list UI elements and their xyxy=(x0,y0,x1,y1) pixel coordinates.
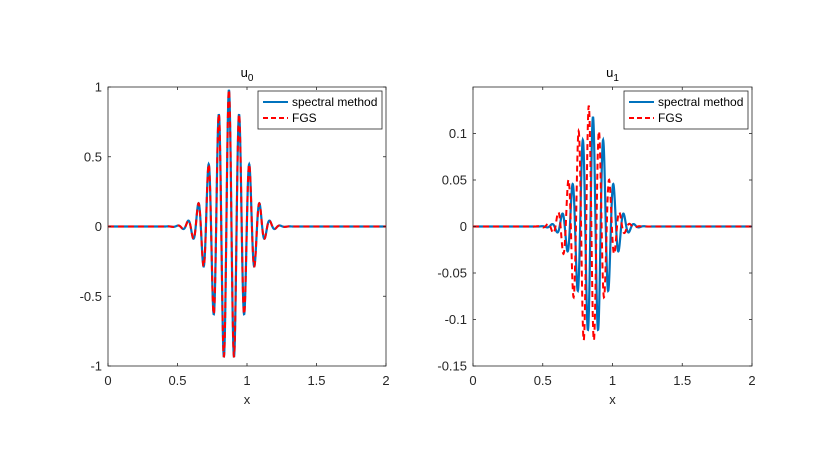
legend-u1: spectral method FGS xyxy=(623,90,749,130)
x-tick-label: 1.5 xyxy=(673,373,691,388)
y-tick-label: 0.1 xyxy=(449,126,467,141)
x-tick-label: 1.5 xyxy=(307,373,325,388)
y-tick-label: -0.15 xyxy=(437,359,467,374)
x-tick-label: 2 xyxy=(748,373,755,388)
legend-label-spectral-method: spectral method xyxy=(292,95,377,109)
x-tick-label: 0 xyxy=(104,373,111,388)
x-axis-label-u0: x xyxy=(244,392,251,407)
x-tick-label: 0 xyxy=(469,373,476,388)
y-tick-label: 0.05 xyxy=(442,173,467,188)
y-tick-label: 1 xyxy=(95,80,102,95)
legend-label-spectral-method: spectral method xyxy=(658,95,743,109)
y-tick-label: -1 xyxy=(90,359,102,374)
x-tick-label: 1 xyxy=(609,373,616,388)
chart-title-u1: u1 xyxy=(606,65,619,84)
legend-u0: spectral method FGS xyxy=(257,90,383,130)
y-tick-label: -0.05 xyxy=(437,266,467,281)
x-axis-label-u1: x xyxy=(609,392,616,407)
chart-u1: 0 0.5 1 1.5 2 -0.15 -0.1 -0.05 0 0.05 0.1 u1 x sp… xyxy=(437,65,755,407)
x-tick-label: 2 xyxy=(382,373,389,388)
series-line-fgs xyxy=(108,89,386,358)
x-tick-label: 0.5 xyxy=(168,373,186,388)
legend-label-fgs: FGS xyxy=(292,111,317,125)
y-tick-label: 0.5 xyxy=(84,149,102,164)
chart-u0: 0 0.5 1 1.5 2 -1 -0.5 0 0.5 1 u0 x spectral meth… xyxy=(80,65,390,407)
chart-title-u0: u0 xyxy=(241,65,254,84)
legend-label-fgs: FGS xyxy=(658,111,683,125)
y-tick-label: 0 xyxy=(95,219,102,234)
series-line-fgs xyxy=(473,105,752,342)
x-tick-label: 1 xyxy=(243,373,250,388)
y-tick-label: 0 xyxy=(460,219,467,234)
y-tick-label: -0.1 xyxy=(445,312,467,327)
y-tick-label: -0.5 xyxy=(80,289,102,304)
x-tick-label: 0.5 xyxy=(534,373,552,388)
